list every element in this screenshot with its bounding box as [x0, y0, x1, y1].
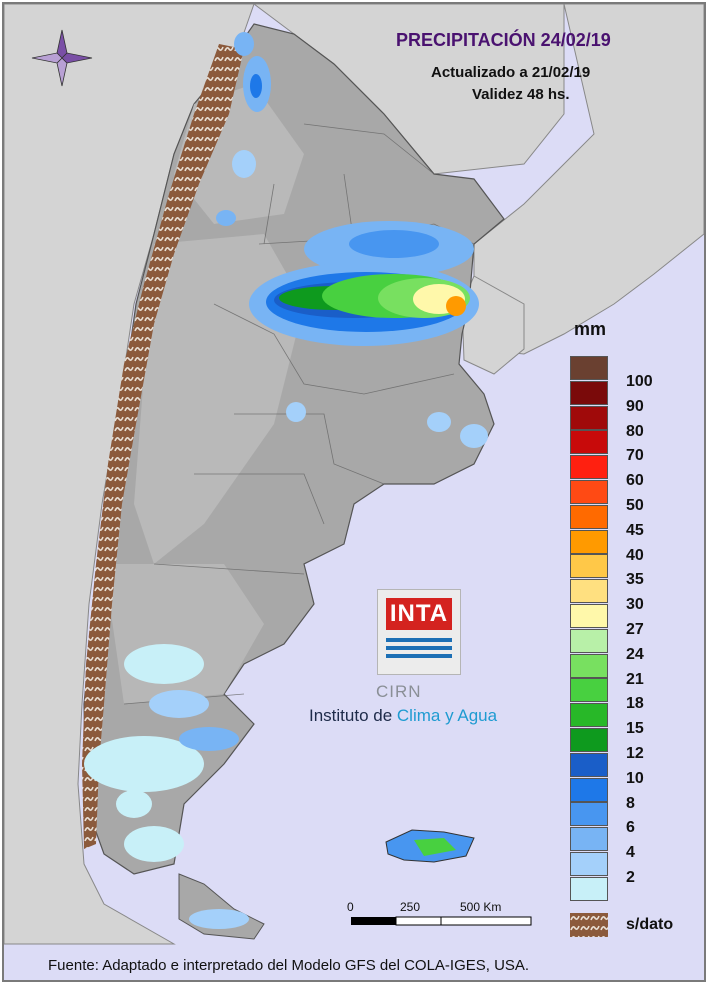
cirn-label: CIRN — [376, 682, 422, 701]
institute-highlight: Clima y Agua — [396, 706, 498, 725]
legend-color-box — [570, 455, 608, 480]
brazil-region — [473, 4, 704, 355]
legend-color-box — [570, 678, 608, 703]
validity-text: Validez 48 hs. — [472, 86, 570, 103]
legend-color-box — [570, 628, 608, 653]
legend-label: 35 — [626, 571, 644, 589]
legend-label: 90 — [626, 397, 644, 415]
legend-color-box — [570, 356, 608, 380]
legend-label: 21 — [626, 670, 644, 688]
legend-color-box — [570, 777, 608, 802]
legend-label: 50 — [626, 497, 644, 514]
legend-label: 70 — [626, 447, 644, 465]
legend-label: 6 — [626, 819, 635, 837]
legend-label: 15 — [626, 720, 644, 738]
legend-color-box — [570, 802, 608, 827]
legend-color-box — [570, 380, 608, 405]
legend-color-box — [570, 852, 608, 876]
legend-label: 4 — [626, 844, 635, 862]
scale-bar — [351, 916, 532, 926]
inta-logo-text: INTA — [386, 598, 452, 630]
legend-color-box — [570, 876, 608, 901]
no-data-swatch — [570, 913, 608, 937]
legend-label: 100 — [626, 373, 653, 390]
legend-label: 80 — [626, 422, 644, 440]
updated-date: Actualizado a 21/02/19 — [431, 64, 591, 81]
legend-label: 40 — [626, 546, 644, 564]
legend-label: 30 — [626, 596, 644, 614]
tierra-del-fuego — [178, 873, 265, 940]
legend-label: 8 — [626, 794, 635, 812]
scale-tick-500: 500 Km — [460, 900, 502, 914]
map-title: PRECIPITACIÓN 24/02/19 — [396, 30, 611, 50]
legend-color-box — [570, 554, 608, 579]
scale-tick-250: 250 — [400, 900, 421, 914]
legend-color-box — [570, 752, 608, 777]
legend-color-box — [570, 504, 608, 529]
legend-color-box — [570, 703, 608, 728]
no-data-label: s/dato — [626, 916, 674, 933]
legend-color-box — [570, 529, 608, 554]
legend-color-box — [570, 728, 608, 752]
legend-color-box — [570, 604, 608, 628]
legend-label: 10 — [626, 769, 644, 787]
legend-label: 18 — [626, 695, 644, 713]
legend-color-box — [570, 827, 608, 852]
legend-color-box — [570, 579, 608, 604]
legend-label: 60 — [626, 472, 644, 490]
precipitation-map — [4, 4, 704, 945]
legend-label: 27 — [626, 621, 644, 638]
legend-label: 45 — [626, 521, 644, 539]
legend-color-box — [570, 653, 608, 678]
inta-logo: INTA — [377, 589, 461, 675]
source-footer: Fuente: Adaptado e interpretado del Mode… — [48, 957, 530, 974]
legend-unit: mm — [574, 319, 607, 339]
legend-label: 12 — [626, 745, 644, 762]
compass-rose-icon — [31, 29, 93, 87]
legend-color-box — [570, 430, 608, 455]
scale-tick-0: 0 — [347, 900, 354, 914]
legend-label: 2 — [626, 869, 635, 886]
legend-color-box — [570, 480, 608, 504]
legend-color-box — [570, 405, 608, 430]
institute-prefix: Instituto de — [309, 706, 393, 725]
legend-label: 24 — [626, 645, 644, 663]
institute-name: Instituto de Clima y Agua — [309, 706, 497, 726]
